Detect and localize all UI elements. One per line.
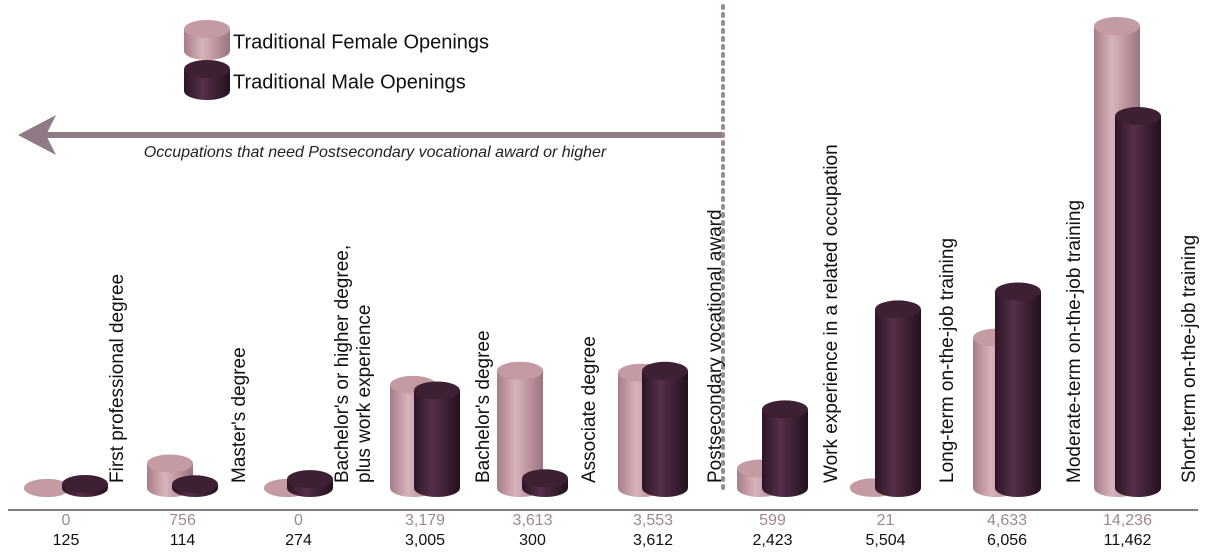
value-label: 3,612 [633,532,673,549]
value-label: 11,462 [1104,532,1152,549]
value-label: 4,633 [987,512,1027,529]
value-label: 0 [294,512,303,529]
cylinder-top [414,381,460,400]
category-label-line: plus work experience [354,305,375,483]
bar [62,474,108,497]
category-label-line: Bachelor's or higher degree, [332,245,353,483]
value-label: 3,005 [405,532,445,549]
cylinder-body [497,370,543,488]
value-label: 114 [170,532,196,549]
bar [875,300,921,497]
arrow-head [18,115,56,155]
cylinder-top [875,300,921,319]
category-label: Long-term on-the-job training [937,238,958,483]
category-label: Bachelor's or higher degree,plus work ex… [332,245,375,483]
value-label: 14,236 [1103,512,1152,529]
cylinder-top [1094,17,1140,35]
value-label: 3,179 [405,512,445,529]
bar [24,479,70,497]
value-label: 21 [877,512,895,529]
value-label: 756 [169,512,196,529]
bar [414,381,460,497]
bar [172,475,218,497]
category-label: First professional degree [107,274,128,483]
category-label: Work experience in a related occupation [821,144,842,483]
category-label: Short-term on-the-job training [1179,235,1200,483]
cylinder-top [287,470,333,489]
value-label: 274 [285,532,312,549]
annotation: Occupations that need Postsecondary voca… [144,144,607,161]
cylinder-top [172,475,218,494]
cylinder-body [875,309,921,488]
value-label: 5,504 [865,532,905,549]
cylinder-body [414,390,460,488]
cylinder-top [522,469,568,488]
category-label: Master's degree [229,347,250,483]
category-label: Bachelor's degree [473,330,494,483]
bar [287,470,333,497]
cylinder-top [497,361,543,380]
value-label: 6,056 [987,532,1027,549]
bar [642,361,688,497]
cylinder-body [642,370,688,488]
value-label: 2,423 [752,532,792,549]
cylinder-top [24,479,70,497]
cylinder-top [184,60,230,78]
legend-swatch [184,60,230,100]
value-label: 599 [759,512,786,529]
value-label: 3,613 [512,512,552,529]
category-label: Associate degree [579,336,600,483]
legend-label: Traditional Male Openings [233,71,466,93]
bar [995,282,1041,497]
legend-label: Traditional Female Openings [233,31,489,53]
category-label: Postsecondary vocational award [705,209,726,483]
cylinder-top [762,400,808,419]
value-label: 0 [62,512,71,529]
category-label: Moderate-term on-the-job training [1064,200,1085,483]
bar [1115,107,1161,497]
cylinder-body [995,291,1041,488]
cylinder-body [1115,116,1161,488]
cylinder-top [642,361,688,380]
cylinder-body [762,409,808,488]
value-label: 300 [519,532,546,549]
cylinder-top [1115,107,1161,126]
cylinder-top [995,282,1041,301]
value-label: 125 [53,532,80,549]
bar [762,400,808,497]
value-label: 3,553 [633,512,673,529]
cylinder-top [184,20,230,38]
bar [522,469,568,497]
legend-swatch [184,20,230,60]
cylinder-top [147,454,193,473]
cylinder-top [62,474,108,493]
